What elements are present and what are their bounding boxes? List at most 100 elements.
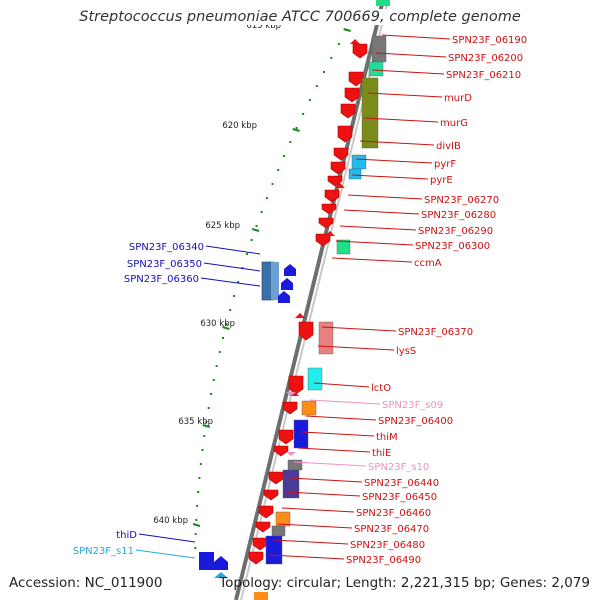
- gene-leader-line: [203, 262, 261, 272]
- gene-leader-line: [305, 415, 377, 421]
- scale-tick: [343, 28, 351, 32]
- gene-arrow: [327, 175, 343, 187]
- gene-leader-line: [281, 507, 355, 513]
- gene-leader-line: [355, 158, 433, 164]
- gene-label: divIB: [436, 141, 461, 152]
- gene-leader-line: [317, 345, 395, 351]
- gene-label: ccmA: [414, 258, 442, 269]
- scale-dot: [337, 43, 340, 45]
- gene-arrow: [330, 161, 346, 175]
- gene-arrow: [324, 189, 340, 203]
- scale-tick: [222, 326, 230, 330]
- gene-label: SPN23F_s11: [73, 546, 134, 557]
- gene-box: [287, 459, 303, 471]
- scale-tick-label: 620 kbp: [222, 121, 257, 131]
- gene-arrow: [318, 217, 334, 229]
- gene-leader-line: [359, 140, 435, 146]
- gene-marker: [214, 572, 228, 578]
- gene-leader-line: [269, 554, 345, 560]
- gene-label: SPN23F_06370: [398, 327, 473, 338]
- gene-arrow: [340, 103, 356, 119]
- gene-arrow: [252, 537, 268, 551]
- gene-label: SPN23F_06360: [124, 274, 199, 285]
- gene-marker: [286, 452, 296, 456]
- scale-tick-label: 640 kbp: [153, 516, 188, 526]
- gene-label: SPN23F_06470: [354, 524, 429, 535]
- scale-dot: [201, 449, 204, 451]
- gene-label: SPN23F_06270: [424, 195, 499, 206]
- scale-tick: [192, 523, 201, 527]
- gene-leader-line: [138, 533, 196, 543]
- scale-dot: [315, 85, 318, 87]
- scale-dot: [295, 127, 298, 129]
- gene-marker: [286, 392, 296, 396]
- gene-marker: [325, 231, 335, 236]
- gene-arrow: [282, 401, 298, 415]
- gene-label: SPN23F_06280: [421, 210, 496, 221]
- gene-leader-line: [331, 257, 413, 263]
- scale-dot: [194, 547, 197, 549]
- scale-dot: [205, 421, 208, 423]
- gene-label: SPN23F_06400: [378, 416, 453, 427]
- gene-arrow: [281, 278, 293, 290]
- gene-label: murG: [440, 118, 468, 129]
- scale-dot: [330, 57, 333, 59]
- gene-leader-line: [371, 69, 445, 75]
- scale-dot: [308, 99, 311, 101]
- gene-label: SPN23F_06200: [448, 53, 523, 64]
- gene-leader-line: [335, 240, 414, 246]
- scale-tick: [292, 128, 300, 132]
- gene-leader-line: [289, 477, 363, 483]
- gene-box: [348, 168, 362, 180]
- gene-label: SPN23F_06210: [446, 70, 521, 81]
- scale-dot: [207, 407, 210, 409]
- scale-tick-label: 635 kbp: [178, 417, 213, 427]
- scale-dot: [194, 533, 197, 535]
- gene-box: [271, 525, 286, 537]
- gene-label: SPN23F_06490: [346, 555, 421, 566]
- gene-label: SPN23F_06340: [129, 242, 204, 253]
- gene-leader-line: [309, 399, 381, 405]
- gene-label: SPN23F_06440: [364, 478, 439, 489]
- gene-box: [351, 154, 367, 170]
- gene-leader-line: [351, 174, 429, 180]
- gene-leader-line: [200, 277, 261, 287]
- gene-marker: [335, 183, 345, 188]
- scale-tick-label: 630 kbp: [200, 319, 235, 329]
- gene-leader-line: [205, 245, 261, 255]
- scale-dot: [322, 71, 325, 73]
- scale-dot: [197, 491, 200, 493]
- scale-tick-label: 625 kbp: [205, 221, 240, 231]
- scale-dot: [289, 141, 292, 143]
- gene-label: pyrF: [434, 159, 456, 170]
- gene-box: [376, 0, 390, 6]
- scale-dot: [277, 169, 280, 171]
- scale-dot: [203, 435, 206, 437]
- gene-box: [282, 469, 300, 499]
- scale-dot: [229, 309, 232, 311]
- gene-arrow: [258, 505, 274, 519]
- gene-leader-line: [367, 92, 443, 98]
- gene-label: SPN23F_06300: [415, 241, 490, 252]
- gene-box: [301, 400, 317, 416]
- genome-title: Streptococcus pneumoniae ATCC 700669, co…: [0, 9, 600, 25]
- gene-label: SPN23F_06190: [452, 35, 527, 46]
- scale-dot: [271, 183, 274, 185]
- scale-dot: [212, 379, 215, 381]
- gene-arrow: [268, 471, 284, 485]
- gene-arrow: [337, 125, 353, 143]
- gene-arrow: [255, 521, 271, 533]
- scale-dot: [196, 505, 199, 507]
- scale-dot: [215, 365, 218, 367]
- gene-leader-line: [363, 117, 439, 123]
- gene-arrow: [273, 445, 289, 457]
- gene-arrow: [352, 43, 368, 59]
- gene-leader-line: [381, 34, 451, 40]
- gene-arrow: [298, 321, 314, 341]
- gene-leader-line: [293, 461, 367, 467]
- gene-leader-line: [313, 382, 370, 388]
- gene-leader-line: [277, 523, 353, 529]
- scale-tick-label: 615 kbp: [246, 21, 281, 31]
- gene-leader-line: [321, 326, 397, 332]
